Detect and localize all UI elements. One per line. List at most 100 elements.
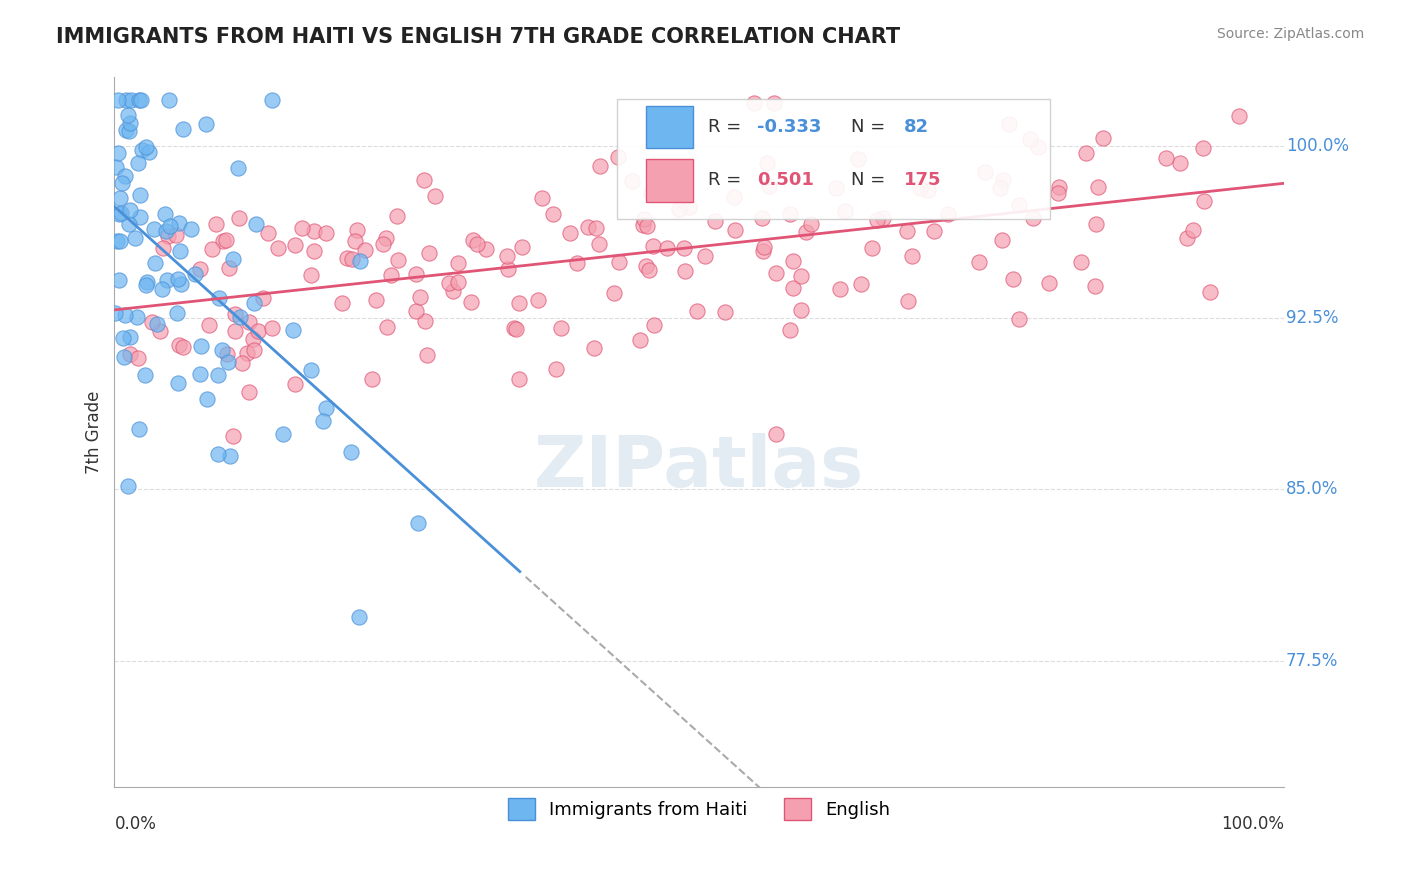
Point — [790, 303, 813, 318]
Point — [415, 348, 437, 362]
Point — [152, 242, 174, 256]
Point — [260, 320, 283, 334]
Point — [247, 325, 270, 339]
Point — [157, 228, 180, 243]
Point — [243, 343, 266, 358]
Point — [205, 217, 228, 231]
Point — [299, 268, 322, 282]
Point — [107, 207, 129, 221]
Text: 92.5%: 92.5% — [1286, 309, 1339, 326]
Point — [1084, 279, 1107, 293]
Point — [606, 150, 628, 164]
Point — [114, 308, 136, 322]
Point — [508, 372, 530, 386]
Point — [146, 317, 169, 331]
Point — [135, 277, 157, 292]
Point — [908, 181, 931, 195]
Point — [607, 254, 630, 268]
Point — [723, 189, 745, 203]
Point — [125, 310, 148, 324]
Point — [991, 233, 1014, 247]
Point — [550, 321, 572, 335]
Point — [262, 93, 284, 107]
Point — [207, 368, 229, 383]
Point — [107, 146, 129, 161]
Point — [149, 324, 172, 338]
Point — [413, 314, 436, 328]
Point — [215, 233, 238, 247]
Point — [1087, 179, 1109, 194]
Point — [1022, 211, 1045, 225]
Point — [576, 219, 599, 234]
Point — [754, 239, 776, 253]
Point — [758, 179, 780, 194]
Point — [496, 261, 519, 276]
Point — [245, 217, 267, 231]
Point — [373, 237, 395, 252]
Point — [117, 478, 139, 492]
Point — [825, 180, 848, 194]
Point — [167, 272, 190, 286]
Point — [143, 256, 166, 270]
Point — [188, 262, 211, 277]
Point — [714, 305, 737, 319]
Point — [1008, 312, 1031, 326]
Point — [104, 161, 127, 175]
Point — [226, 161, 249, 175]
Point — [380, 268, 402, 282]
Point — [633, 211, 655, 226]
Point — [643, 318, 665, 333]
Point — [922, 224, 945, 238]
Point — [364, 293, 387, 307]
Point — [969, 255, 991, 269]
Text: R =: R = — [709, 118, 748, 136]
Point — [117, 108, 139, 122]
Point — [124, 231, 146, 245]
Point — [849, 277, 872, 291]
Point — [765, 427, 787, 442]
Point — [243, 295, 266, 310]
Point — [508, 296, 530, 310]
Point — [1181, 222, 1204, 236]
Point — [190, 367, 212, 381]
Point — [385, 209, 408, 223]
Point — [675, 264, 697, 278]
Point — [198, 318, 221, 332]
Point — [1074, 145, 1097, 160]
Point — [291, 221, 314, 235]
Point — [180, 222, 202, 236]
Point — [105, 234, 128, 248]
Text: R =: R = — [709, 171, 748, 189]
Point — [224, 307, 246, 321]
Point — [742, 95, 765, 110]
Point — [1002, 271, 1025, 285]
Point — [190, 339, 212, 353]
Point — [195, 117, 218, 131]
Point — [512, 240, 534, 254]
Point — [114, 169, 136, 183]
Point — [201, 242, 224, 256]
Text: 82: 82 — [904, 118, 929, 136]
Point — [460, 295, 482, 310]
Point — [1026, 140, 1049, 154]
Point — [693, 249, 716, 263]
Point — [115, 93, 138, 107]
Point — [636, 259, 658, 273]
Text: 0.0%: 0.0% — [114, 815, 156, 833]
Point — [375, 319, 398, 334]
Point — [242, 332, 264, 346]
Point — [437, 276, 460, 290]
Point — [112, 350, 135, 364]
Point — [412, 173, 434, 187]
Point — [1070, 255, 1092, 269]
Point — [988, 180, 1011, 194]
Point — [299, 363, 322, 377]
Text: N =: N = — [851, 118, 891, 136]
Point — [118, 116, 141, 130]
Point — [672, 241, 695, 255]
Text: 77.5%: 77.5% — [1286, 652, 1339, 670]
Point — [231, 356, 253, 370]
Legend: Immigrants from Haiti, English: Immigrants from Haiti, English — [501, 791, 897, 828]
Point — [640, 186, 662, 201]
Point — [169, 244, 191, 259]
